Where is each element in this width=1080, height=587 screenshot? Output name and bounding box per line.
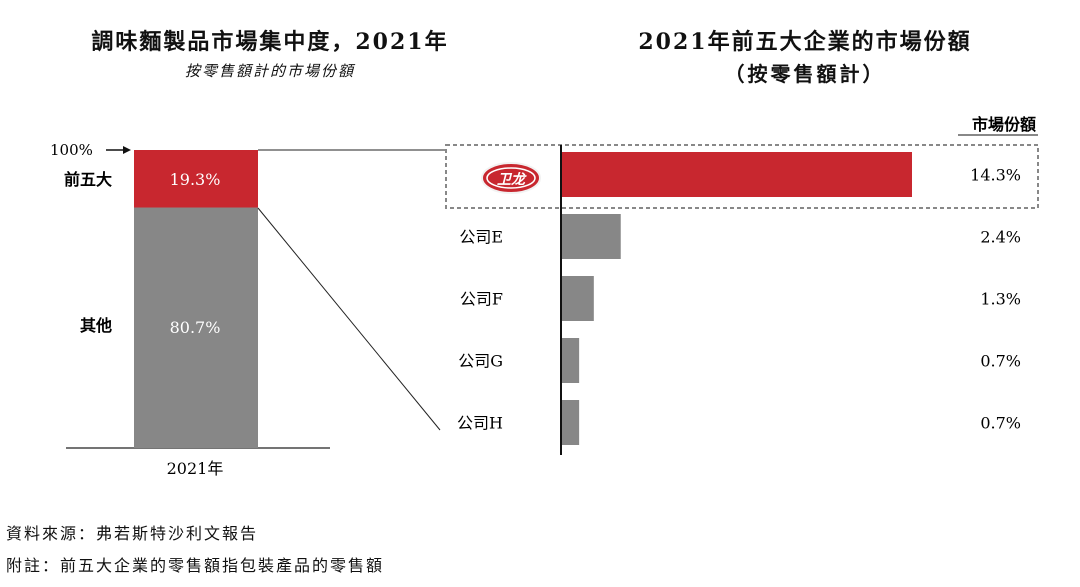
value-column-header: 市場份額 bbox=[972, 115, 1036, 134]
horizontal-bar-chart: 市場份額 卫龙 14.3% 2.4% 公司E 1.3% 公司F 0.7% 公司G 0.7% 公司… bbox=[445, 115, 1039, 455]
bar-company-e bbox=[562, 214, 621, 259]
bar-company-f bbox=[562, 276, 594, 321]
bar-category-label: 公司F bbox=[460, 290, 503, 309]
bar-category-label: 公司E bbox=[459, 228, 503, 247]
source-note: 資料來源：弗若斯特沙利文報告 bbox=[6, 524, 259, 543]
bar-company-h bbox=[562, 400, 580, 445]
others-category-label: 其他 bbox=[80, 316, 112, 335]
bar-value-label: 0.7% bbox=[980, 414, 1021, 433]
marker-arrow-head bbox=[123, 146, 131, 154]
footnote: 附註：前五大企業的零售額指包裝產品的零售額 bbox=[6, 556, 385, 575]
others-value-label: 80.7% bbox=[170, 318, 221, 337]
left-chart-subtitle: 按零售額計的市場份額 bbox=[184, 62, 355, 80]
bar-top5 bbox=[134, 150, 258, 208]
bar-category-label: 公司H bbox=[457, 414, 503, 433]
weilong-logo: 卫龙 bbox=[481, 162, 541, 194]
stacked-chart: 19.3% 80.7% 前五大 其他 100% 2021年 bbox=[50, 141, 330, 478]
top5-value-label: 19.3% bbox=[170, 170, 221, 189]
bar-value-label: 14.3% bbox=[970, 166, 1021, 185]
connector-bottom bbox=[257, 207, 441, 431]
bar-value-label: 2.4% bbox=[980, 228, 1021, 247]
bar-value-label: 1.3% bbox=[980, 290, 1021, 309]
bar-others bbox=[134, 207, 258, 448]
svg-text:卫龙: 卫龙 bbox=[497, 171, 527, 188]
right-chart-title: 2021年前五大企業的市場份額 bbox=[638, 29, 972, 55]
highlight-box bbox=[445, 144, 1039, 209]
bar-value-label: 0.7% bbox=[980, 352, 1021, 371]
top5-category-label: 前五大 bbox=[64, 170, 112, 189]
bar-category-label: 公司G bbox=[458, 352, 503, 371]
hundred-percent-marker: 100% bbox=[50, 141, 93, 159]
left-x-category-label: 2021年 bbox=[167, 459, 224, 478]
right-chart-subtitle: （按零售額計） bbox=[724, 62, 886, 86]
bar-company-g bbox=[562, 338, 580, 383]
left-chart-title: 調味麵製品市場集中度，2021年 bbox=[91, 29, 449, 55]
bar-weilong bbox=[562, 152, 912, 197]
